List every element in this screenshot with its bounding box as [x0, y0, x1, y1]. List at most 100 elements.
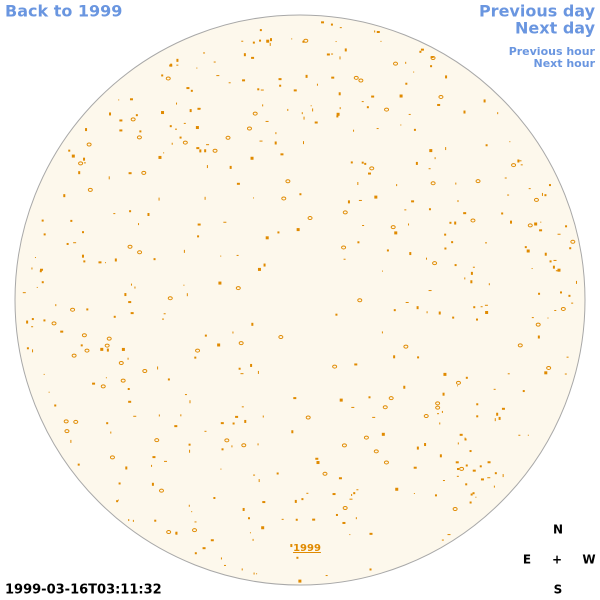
- feature-dot: [129, 210, 132, 213]
- feature-dot: [526, 249, 530, 253]
- feature-dot: [540, 221, 542, 223]
- feature-dot: [469, 450, 472, 453]
- next-day-link[interactable]: Next day: [515, 19, 596, 38]
- feature-dot: [381, 331, 383, 334]
- feature-dot: [498, 416, 501, 420]
- feature-dot: [524, 246, 527, 249]
- feature-dot: [120, 378, 126, 383]
- feature-dot: [236, 254, 239, 256]
- feature-dot: [293, 397, 297, 400]
- feature-dot: [452, 316, 455, 319]
- feature-dot: [479, 465, 482, 468]
- feature-dot: [409, 252, 412, 256]
- feature-dot: [194, 521, 197, 523]
- feature-dot: [388, 396, 394, 401]
- feature-dot: [403, 385, 406, 389]
- feature-dot: [472, 266, 475, 268]
- feature-dot: [70, 307, 76, 312]
- feature-dot: [269, 42, 271, 46]
- feature-dot: [128, 519, 130, 522]
- feature-dot: [544, 252, 547, 256]
- feature-dot: [384, 107, 390, 112]
- feature-dot: [113, 213, 116, 215]
- feature-dot: [295, 518, 298, 521]
- feature-dot: [165, 76, 171, 81]
- feature-dot: [426, 311, 428, 314]
- feature-dot: [475, 179, 481, 184]
- feature-dot: [68, 149, 71, 152]
- feature-dot: [553, 259, 557, 261]
- feature-dot: [220, 557, 222, 560]
- feature-dot: [435, 405, 441, 410]
- feature-dot: [262, 501, 266, 504]
- feature-dot: [204, 149, 207, 153]
- feature-dot: [118, 361, 124, 366]
- next-hour-link[interactable]: Next hour: [534, 57, 596, 70]
- feature-dot: [349, 498, 353, 500]
- feature-dot: [184, 394, 187, 396]
- feature-dot: [457, 200, 459, 203]
- feature-dot: [322, 471, 328, 476]
- feature-dot: [26, 320, 29, 324]
- feature-dot: [354, 363, 358, 366]
- feature-dot: [434, 157, 436, 160]
- feature-dot: [455, 182, 457, 185]
- feature-dot: [473, 306, 476, 309]
- feature-dot: [469, 501, 472, 504]
- timestamp: 1999-03-16T03:11:32: [5, 583, 162, 598]
- feature-dot: [130, 312, 134, 315]
- feature-dot: [83, 260, 86, 263]
- feature-dot: [212, 148, 218, 153]
- feature-dot: [457, 468, 460, 471]
- feature-dot: [183, 249, 185, 253]
- feature-dot: [198, 108, 201, 110]
- back-link[interactable]: Back to 1999: [5, 2, 122, 21]
- feature-dot: [40, 268, 44, 271]
- feature-dot: [570, 239, 576, 244]
- feature-dot: [518, 434, 521, 436]
- feature-dot: [463, 110, 466, 114]
- feature-dot: [204, 196, 206, 200]
- feature-dot: [476, 415, 479, 418]
- feature-dot: [158, 414, 160, 417]
- feature-dot: [154, 519, 157, 522]
- feature-dot: [127, 388, 130, 391]
- feature-dot: [262, 415, 264, 418]
- feature-dot: [41, 219, 44, 222]
- feature-dot: [501, 212, 504, 215]
- feature-dot: [303, 38, 309, 43]
- feature-dot: [531, 317, 534, 319]
- feature-dot: [301, 498, 304, 501]
- feature-dot: [210, 539, 214, 542]
- feature-dot: [238, 367, 241, 370]
- feature-dot: [565, 225, 568, 228]
- feature-dot: [36, 286, 38, 288]
- feature-dot: [476, 403, 479, 406]
- feature-dot: [277, 231, 280, 234]
- feature-dot: [429, 149, 433, 153]
- feature-dot: [404, 209, 407, 211]
- year-link[interactable]: 1999: [293, 543, 321, 554]
- feature-dot: [349, 534, 351, 536]
- feature-dot: [290, 544, 293, 548]
- feature-dot: [51, 321, 57, 326]
- feature-dot: [566, 356, 569, 358]
- feature-dot: [487, 477, 491, 479]
- feature-dot: [66, 242, 69, 245]
- feature-dot: [339, 107, 341, 110]
- feature-dot: [197, 235, 200, 238]
- feature-dot: [106, 336, 112, 341]
- feature-dot: [229, 165, 232, 169]
- feature-dot: [306, 492, 309, 494]
- previous-day-link[interactable]: Previous day: [479, 2, 596, 21]
- feature-dot: [252, 111, 258, 116]
- feature-dot: [250, 156, 254, 160]
- feature-dot: [64, 429, 70, 434]
- feature-dot: [485, 242, 488, 244]
- feature-dot: [228, 82, 231, 84]
- feature-dot: [204, 334, 207, 337]
- feature-dot: [343, 258, 346, 260]
- feature-dot: [291, 430, 294, 434]
- previous-hour-link[interactable]: Previous hour: [509, 45, 596, 58]
